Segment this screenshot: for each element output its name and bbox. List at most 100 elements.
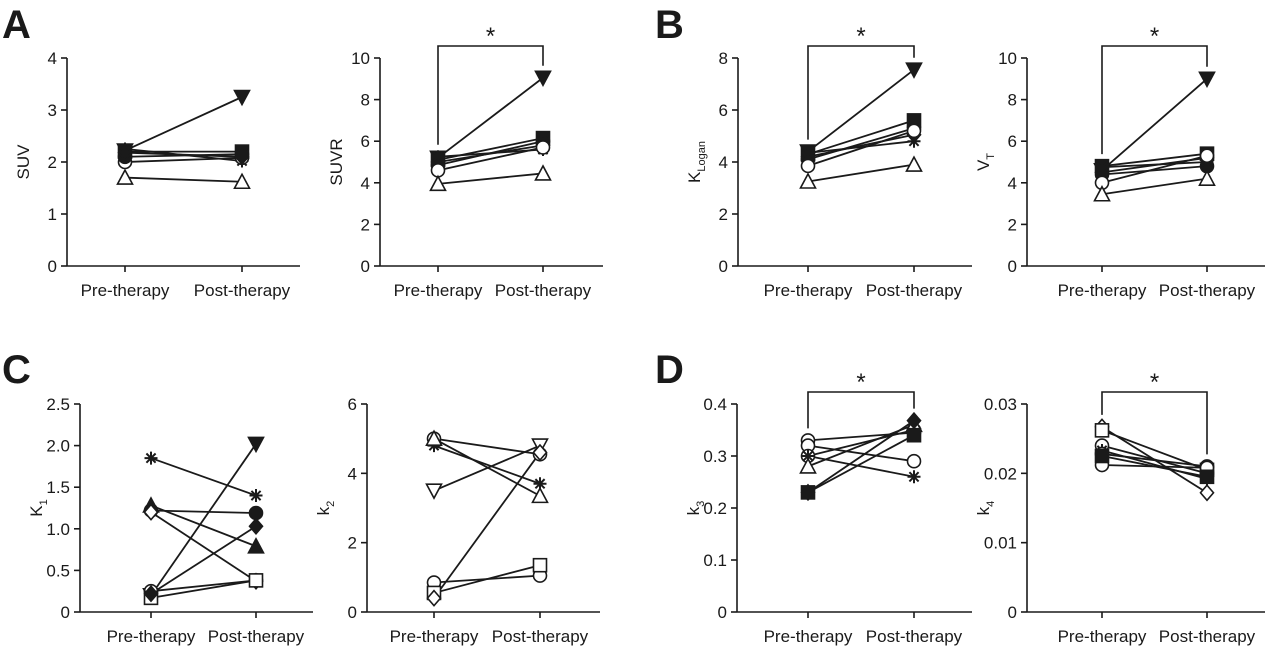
y-axis-label-main: k — [974, 506, 993, 515]
series-line — [150, 579, 257, 599]
data-point — [234, 148, 250, 166]
series-line — [150, 457, 257, 497]
y-tick-label: 0 — [1008, 257, 1017, 276]
y-tick-label: 10 — [998, 49, 1017, 68]
data-point — [534, 70, 552, 87]
series-line — [1101, 455, 1208, 478]
y-axis-label: K1 — [27, 499, 50, 516]
data-point — [1094, 423, 1110, 438]
y-tick-label: 3 — [48, 101, 57, 120]
panel-label-c: C — [2, 348, 31, 392]
data-point — [531, 486, 549, 504]
y-tick-label: 4 — [48, 49, 57, 68]
x-tick-label: Post-therapy — [495, 281, 592, 300]
data-point — [906, 427, 922, 443]
y-tick-label: 0.4 — [703, 395, 727, 414]
data-point — [1094, 448, 1110, 464]
data-point — [143, 584, 159, 603]
series-line — [124, 96, 243, 152]
series-line — [150, 443, 257, 596]
data-point — [233, 172, 251, 190]
y-tick-label: 0.1 — [703, 551, 727, 570]
y-axis-label-subscript: 3 — [695, 501, 707, 507]
chart-2: 0 2 4 6 8 10 Pre-therapy Post-therapy SUVR * — [327, 23, 603, 300]
y-tick-label: 4 — [719, 153, 728, 172]
y-axis-label: k3 — [684, 501, 707, 516]
significance-star: * — [856, 23, 865, 50]
y-tick-label: 0 — [61, 603, 70, 622]
data-point — [143, 503, 159, 521]
chart-4: 0 2 4 6 8 10 Pre-therapy Post-therapy VT * — [974, 23, 1265, 300]
series-line — [807, 127, 915, 161]
y-axis-label-main: k — [314, 506, 333, 515]
significance-star: * — [856, 369, 865, 396]
data-point — [800, 485, 816, 500]
data-point — [800, 158, 816, 174]
data-point — [1199, 469, 1215, 485]
chart-3: 0 2 4 6 8 Pre-therapy Post-therapy KLogan * — [685, 23, 972, 300]
series-line — [437, 146, 544, 172]
series-line — [433, 452, 541, 599]
series-line — [807, 68, 915, 153]
data-point — [116, 168, 134, 185]
x-tick-label: Post-therapy — [1159, 281, 1256, 300]
series-line — [807, 419, 915, 494]
x-tick-label: Post-therapy — [492, 627, 589, 646]
series-line — [124, 151, 243, 158]
y-tick-label: 0.3 — [703, 447, 727, 466]
data-point — [248, 573, 264, 588]
data-point — [905, 62, 923, 79]
data-point — [1095, 160, 1109, 174]
data-point — [534, 164, 552, 181]
y-tick-label: 10 — [351, 49, 370, 68]
data-point — [799, 172, 817, 189]
y-axis-label-main: V — [974, 159, 993, 171]
y-tick-label: 0.2 — [703, 499, 727, 518]
series-line — [150, 525, 257, 595]
y-tick-label: 6 — [348, 395, 357, 414]
y-axis-label-subscript: Logan — [696, 141, 708, 172]
y-tick-label: 2 — [48, 153, 57, 172]
y-tick-label: 8 — [361, 91, 370, 110]
data-point — [907, 134, 921, 148]
x-tick-label: Pre-therapy — [81, 281, 170, 300]
series-line — [150, 511, 257, 582]
series-line — [807, 119, 915, 156]
y-axis-label-subscript: T — [985, 153, 997, 160]
data-point — [248, 517, 264, 536]
significance-bracket — [807, 391, 915, 429]
x-tick-label: Pre-therapy — [1058, 281, 1147, 300]
data-point — [801, 146, 815, 160]
y-tick-label: 6 — [719, 101, 728, 120]
series-line — [433, 437, 541, 456]
y-axis-label: SUVR — [327, 138, 346, 185]
y-tick-label: 1.0 — [46, 520, 70, 539]
series-line — [1101, 165, 1208, 176]
series-line — [433, 444, 541, 492]
significance-bracket — [1101, 45, 1208, 155]
y-tick-label: 0 — [48, 257, 57, 276]
panel-label-d: D — [655, 348, 684, 392]
y-tick-label: 4 — [1008, 174, 1017, 193]
data-point — [801, 449, 815, 463]
y-tick-label: 0 — [719, 257, 728, 276]
data-point — [799, 457, 817, 474]
x-tick-label: Post-therapy — [866, 627, 963, 646]
y-axis-label: k2 — [314, 501, 337, 516]
y-axis-label: k4 — [974, 501, 997, 516]
y-tick-label: 8 — [1008, 91, 1017, 110]
y-tick-label: 0.02 — [984, 464, 1017, 483]
data-point — [532, 557, 548, 573]
data-point — [535, 140, 551, 155]
data-point — [144, 451, 158, 465]
y-tick-label: 4 — [348, 464, 357, 483]
significance-bracket — [1101, 391, 1208, 455]
series-line — [807, 434, 915, 494]
y-tick-label: 0 — [718, 603, 727, 622]
y-tick-label: 0 — [348, 603, 357, 622]
y-tick-label: 0.01 — [984, 534, 1017, 553]
y-axis-label-main: SUVR — [327, 138, 346, 185]
x-tick-label: Pre-therapy — [390, 627, 479, 646]
y-tick-label: 4 — [361, 174, 370, 193]
